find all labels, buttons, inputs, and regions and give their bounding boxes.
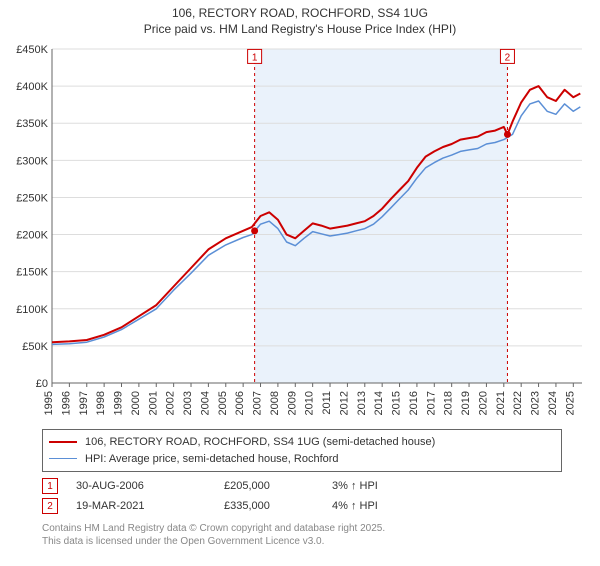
legend-swatch — [49, 441, 77, 443]
svg-text:2014: 2014 — [373, 391, 385, 415]
svg-text:2022: 2022 — [512, 391, 524, 415]
svg-text:2015: 2015 — [391, 391, 403, 415]
sale-row: 1 30-AUG-2006 £205,000 3% ↑ HPI — [42, 476, 562, 496]
svg-text:2001: 2001 — [147, 391, 159, 415]
svg-text:2006: 2006 — [234, 391, 246, 415]
svg-text:2000: 2000 — [130, 391, 142, 415]
svg-text:£0: £0 — [36, 378, 48, 390]
sale-marker-box: 2 — [42, 498, 58, 514]
svg-text:2009: 2009 — [286, 391, 298, 415]
svg-text:2011: 2011 — [321, 391, 333, 415]
svg-text:2008: 2008 — [269, 391, 281, 415]
legend-label: HPI: Average price, semi-detached house,… — [85, 451, 339, 468]
sale-row: 2 19-MAR-2021 £335,000 4% ↑ HPI — [42, 496, 562, 516]
legend-swatch — [49, 458, 77, 459]
sale-date: 19-MAR-2021 — [76, 500, 206, 512]
svg-text:2020: 2020 — [477, 391, 489, 415]
attribution-line2: This data is licensed under the Open Gov… — [42, 535, 562, 548]
svg-text:1997: 1997 — [78, 391, 90, 415]
svg-text:2017: 2017 — [425, 391, 437, 415]
title-line2: Price paid vs. HM Land Registry's House … — [0, 22, 600, 38]
sale-pct: 4% ↑ HPI — [332, 500, 422, 512]
svg-text:1: 1 — [252, 53, 258, 64]
svg-text:£450K: £450K — [16, 44, 48, 56]
svg-text:2018: 2018 — [443, 391, 455, 415]
svg-text:1998: 1998 — [95, 391, 107, 415]
chart-title: 106, RECTORY ROAD, ROCHFORD, SS4 1UG Pri… — [0, 6, 600, 37]
sale-price: £205,000 — [224, 480, 314, 492]
sale-pct: 3% ↑ HPI — [332, 480, 422, 492]
svg-text:2024: 2024 — [547, 391, 559, 415]
legend-item: 106, RECTORY ROAD, ROCHFORD, SS4 1UG (se… — [49, 434, 555, 451]
chart-container: £0 £50K £100K £150K £200K £250K £300K £350K £400… — [10, 43, 590, 423]
title-line1: 106, RECTORY ROAD, ROCHFORD, SS4 1UG — [0, 6, 600, 22]
svg-text:1999: 1999 — [113, 391, 125, 415]
svg-text:2004: 2004 — [199, 391, 211, 415]
legend-item: HPI: Average price, semi-detached house,… — [49, 451, 555, 468]
svg-text:2025: 2025 — [564, 391, 576, 415]
svg-text:1996: 1996 — [60, 391, 72, 415]
svg-text:£400K: £400K — [16, 81, 48, 93]
svg-text:2007: 2007 — [252, 391, 264, 415]
svg-text:2003: 2003 — [182, 391, 194, 415]
svg-text:£250K: £250K — [16, 193, 48, 205]
svg-text:2: 2 — [505, 53, 511, 64]
svg-text:£300K: £300K — [16, 156, 48, 168]
svg-text:£200K: £200K — [16, 230, 48, 242]
svg-text:2021: 2021 — [495, 391, 507, 415]
attribution: Contains HM Land Registry data © Crown c… — [42, 522, 562, 548]
svg-text:2016: 2016 — [408, 391, 420, 415]
svg-text:2002: 2002 — [165, 391, 177, 415]
sale-marker-box: 1 — [42, 478, 58, 494]
sale-date: 30-AUG-2006 — [76, 480, 206, 492]
sale-price: £335,000 — [224, 500, 314, 512]
svg-text:2012: 2012 — [338, 391, 350, 415]
svg-text:2023: 2023 — [530, 391, 542, 415]
svg-text:2013: 2013 — [356, 391, 368, 415]
svg-text:£100K: £100K — [16, 304, 48, 316]
attribution-line1: Contains HM Land Registry data © Crown c… — [42, 522, 562, 535]
svg-text:2019: 2019 — [460, 391, 472, 415]
svg-text:2010: 2010 — [304, 391, 316, 415]
svg-text:£50K: £50K — [22, 341, 48, 353]
svg-text:2005: 2005 — [217, 391, 229, 415]
legend-label: 106, RECTORY ROAD, ROCHFORD, SS4 1UG (se… — [85, 434, 435, 451]
price-chart: £0 £50K £100K £150K £200K £250K £300K £350K £400… — [10, 43, 590, 423]
svg-text:£350K: £350K — [16, 118, 48, 130]
sales-table: 1 30-AUG-2006 £205,000 3% ↑ HPI 2 19-MAR-2021… — [42, 476, 562, 516]
svg-text:1995: 1995 — [43, 391, 55, 415]
svg-text:£150K: £150K — [16, 267, 48, 279]
chart-legend: 106, RECTORY ROAD, ROCHFORD, SS4 1UG (se… — [42, 429, 562, 472]
